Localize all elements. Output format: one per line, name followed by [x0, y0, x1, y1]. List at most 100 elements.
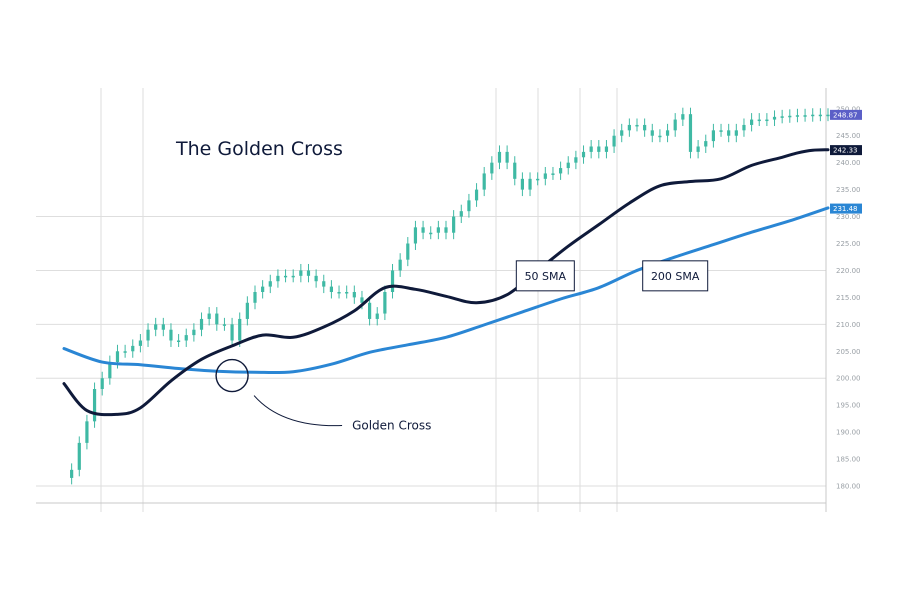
price-candle-body — [826, 114, 830, 117]
price-candle-body — [92, 389, 97, 422]
price-candle-body — [734, 130, 738, 136]
y-tick-label: 205.00 — [836, 348, 861, 356]
current-value-text: 248.87 — [833, 111, 858, 119]
y-tick-label: 245.00 — [836, 132, 861, 140]
price-candle-body — [467, 200, 471, 212]
price-candle-body — [390, 270, 395, 292]
price-candle-body — [406, 243, 410, 260]
price-candle-body — [375, 313, 379, 319]
price-candle-body — [490, 162, 494, 174]
sma-50-label-text: 50 SMA — [525, 270, 567, 283]
price-candle-body — [70, 469, 74, 478]
price-candle-body — [559, 168, 563, 174]
y-tick-label: 180.00 — [836, 483, 861, 491]
price-candle-body — [581, 151, 586, 158]
price-candle-body — [283, 275, 288, 278]
price-candle-body — [352, 292, 356, 298]
price-candle-body — [329, 286, 333, 292]
y-tick-label: 225.00 — [836, 240, 861, 248]
price-candle-body — [574, 157, 578, 163]
price-candle-body — [795, 115, 800, 117]
price-candle-body — [77, 442, 81, 470]
price-candle-body — [688, 114, 693, 152]
y-tick-label: 235.00 — [836, 186, 861, 194]
price-candle-body — [658, 135, 662, 138]
price-candle-body — [704, 141, 708, 147]
price-candle-body — [543, 173, 547, 179]
price-candle-body — [566, 162, 570, 169]
current-value-badge — [830, 109, 862, 120]
price-candle-body — [750, 119, 754, 125]
price-candle-body — [230, 324, 234, 341]
price-candle-body — [123, 351, 127, 353]
price-candle-body — [253, 292, 257, 303]
price-candle-body — [368, 302, 372, 319]
sma-200-label-box — [642, 260, 709, 292]
price-candle-body — [314, 275, 318, 282]
price-candle-body — [238, 318, 242, 341]
price-candle-body — [711, 130, 715, 142]
price-candle-body — [345, 292, 349, 294]
price-candle-body — [184, 335, 188, 341]
price-candle-body — [627, 124, 631, 131]
axis-lines — [36, 88, 827, 512]
sma-lines — [62, 148, 830, 417]
price-candle-body — [818, 114, 822, 117]
price-candle-body — [788, 115, 792, 118]
price-candle-body — [108, 362, 112, 379]
price-candle-body — [612, 135, 616, 147]
price-candle-body — [276, 275, 280, 282]
current-value-badge — [830, 145, 862, 156]
price-candle-body — [757, 119, 761, 122]
price-candle-body — [146, 329, 150, 341]
y-tick-label: 210.00 — [836, 321, 861, 329]
price-candle-body — [742, 124, 746, 131]
price-candle-body — [650, 130, 654, 136]
chart-title: The Golden Cross — [175, 138, 343, 160]
price-candle-body — [100, 378, 104, 389]
price-candle-body — [520, 178, 524, 190]
annotations: Golden Cross 50 SMA 200 SMA — [215, 260, 709, 433]
price-candle-body — [222, 324, 227, 326]
price-candle-body — [474, 189, 479, 201]
y-tick-label: 250.00 — [836, 105, 861, 113]
y-tick-label: 230.00 — [836, 213, 861, 221]
price-candle-body — [429, 232, 433, 235]
price-candle-body — [413, 227, 418, 244]
price-candle-body — [444, 227, 448, 233]
price-candle-body — [245, 302, 249, 319]
price-candle-body — [177, 340, 181, 342]
price-candle-body — [505, 151, 509, 163]
price-candle-body — [811, 114, 815, 117]
price-candle-body — [681, 114, 685, 120]
y-tick-label: 195.00 — [836, 402, 861, 410]
sma-50-label-box — [515, 260, 575, 292]
price-candle-body — [673, 119, 677, 131]
current-value-text: 242.33 — [833, 147, 858, 155]
price-candle-body — [482, 173, 486, 190]
price-candle-body — [421, 227, 425, 233]
grid-lines — [36, 88, 826, 512]
price-candle-body — [719, 130, 723, 132]
price-candle-body — [154, 324, 158, 330]
price-candle-body — [436, 227, 440, 233]
price-candle-body — [360, 297, 364, 303]
price-candle-body — [161, 324, 165, 330]
golden-cross-pointer — [253, 395, 343, 427]
price-candle-body — [452, 216, 456, 233]
y-tick-label: 220.00 — [836, 267, 861, 275]
price-candle-body — [536, 178, 540, 181]
price-candle-body — [528, 178, 532, 190]
price-candle-body — [665, 130, 670, 136]
price-candle-body — [199, 318, 204, 330]
price-candle-body — [131, 345, 135, 352]
price-candle-body — [398, 259, 402, 271]
current-value-text: 231.48 — [833, 205, 858, 213]
price-candle-body — [643, 124, 647, 131]
y-tick-label: 240.00 — [836, 159, 861, 167]
price-candle-body — [696, 146, 700, 152]
price-candle-body — [459, 211, 463, 217]
sma-200-line — [62, 206, 830, 375]
price-candle-body — [322, 281, 326, 287]
